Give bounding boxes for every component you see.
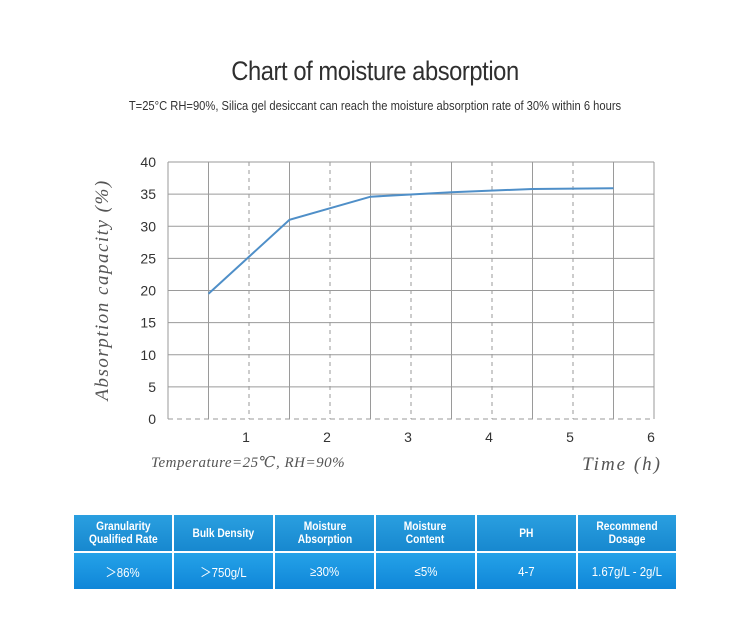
spec-header-cell: Recommend Dosage: [578, 515, 676, 551]
chart-subtitle: T=25°C RH=90%, Silica gel desiccant can …: [128, 98, 622, 113]
spec-header-cell: PH: [477, 515, 576, 551]
spec-header-cell: Granularity Qualified Rate: [74, 515, 172, 551]
spec-header-cell: Bulk Density: [174, 515, 273, 551]
y-tick-label: 10: [140, 347, 156, 363]
chart-annotation: Temperature=25℃, RH=90%: [151, 455, 345, 471]
spec-value-cell: 1.67g/L - 2g/L: [578, 553, 676, 589]
x-tick-label: 2: [323, 429, 331, 445]
x-tick-label: 3: [404, 429, 412, 445]
spec-value-cell: ＞86%: [74, 553, 172, 589]
chart-title: Chart of moisture absorption: [231, 56, 519, 86]
y-tick-label: 25: [140, 250, 156, 266]
x-tick-label: 5: [566, 429, 574, 445]
spec-value-cell: 4-7: [477, 553, 576, 589]
x-tick-label: 6: [647, 429, 655, 445]
y-axis-label: Absorption capacity (%): [92, 179, 113, 402]
x-axis-label: Time (h): [582, 454, 662, 475]
spec-value-cell: ≤5%: [376, 553, 475, 589]
y-tick-label: 0: [148, 411, 156, 427]
spec-header-cell: Moisture Content: [376, 515, 475, 551]
moisture-absorption-chart: 0 5 10 15 20 25 30 35 40 1 2 3 4 5 6 Absorption capacit…: [92, 154, 662, 475]
y-tick-label: 20: [140, 283, 156, 299]
y-tick-label: 35: [140, 186, 156, 202]
y-tick-label: 40: [140, 154, 156, 170]
spec-header-cell: Moisture Absorption: [275, 515, 374, 551]
spec-table: Granularity Qualified Rate Bulk Density Moi…: [74, 515, 676, 589]
y-tick-label: 5: [148, 379, 156, 395]
y-tick-label: 30: [140, 218, 156, 234]
x-tick-label: 4: [485, 429, 493, 445]
x-tick-label: 1: [242, 429, 250, 445]
y-tick-label: 15: [140, 315, 156, 331]
series-line: [207, 187, 614, 295]
spec-value-cell: ＞750g/L: [174, 553, 273, 589]
spec-value-cell: ≥30%: [275, 553, 374, 589]
